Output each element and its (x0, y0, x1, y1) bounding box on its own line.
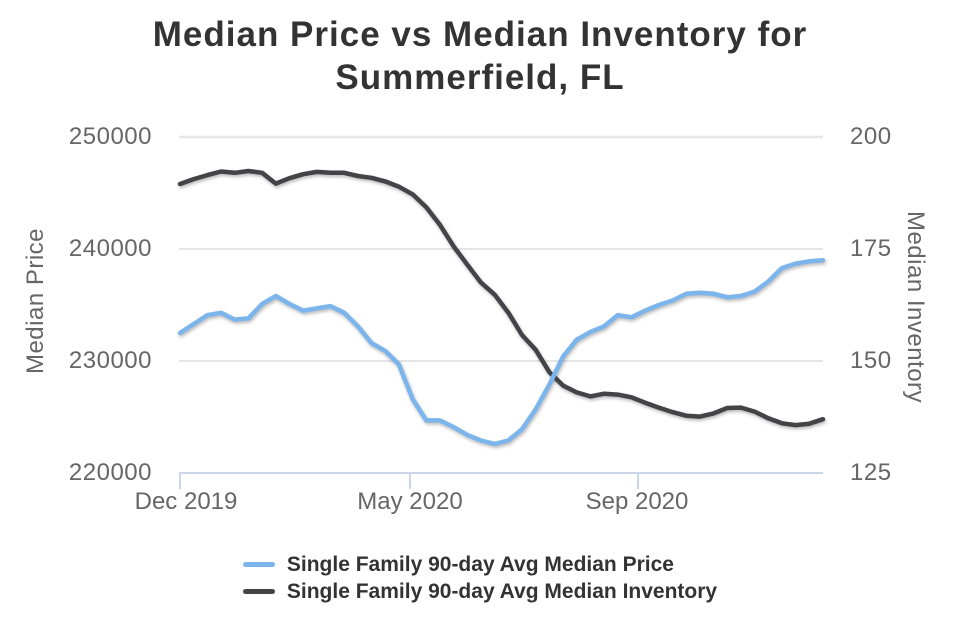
price-line-series (177, 257, 826, 447)
legend-label-inventory: Single Family 90-day Avg Median Inventor… (286, 579, 718, 603)
x-tick-label-dec-2019: Dec 2019 (134, 488, 238, 515)
y-right-tick-150: 150 (850, 347, 892, 374)
y-right-tick-200: 200 (850, 123, 892, 150)
x-tick-label-sep-2020: Sep 2020 (585, 488, 689, 515)
price-line-swatch (242, 562, 275, 567)
y-right-axis-title: Median Inventory (902, 210, 929, 404)
y-right-tick-175: 175 (850, 235, 892, 262)
chart-title: Median Price vs Median Inventory for Sum… (152, 15, 808, 97)
inventory-line-swatch (242, 589, 275, 594)
y-left-tick-220000: 220000 (68, 459, 152, 486)
y-left-axis-title: Median Price (22, 227, 49, 375)
legend-item-inventory[interactable]: Single Family 90-day Avg Median Inventor… (242, 578, 718, 605)
legend: Single Family 90-day Avg Median Price Si… (0, 551, 960, 605)
legend-item-price[interactable]: Single Family 90-day Avg Median Price (242, 551, 674, 578)
inventory-line-series (177, 168, 826, 428)
y-left-tick-250000: 250000 (68, 123, 152, 150)
y-right-tick-125: 125 (850, 459, 892, 486)
y-left-tick-240000: 240000 (68, 235, 152, 262)
legend-label-price: Single Family 90-day Avg Median Price (286, 552, 674, 576)
x-tick-label-may-2020: May 2020 (357, 488, 463, 515)
y-left-tick-230000: 230000 (68, 347, 152, 374)
